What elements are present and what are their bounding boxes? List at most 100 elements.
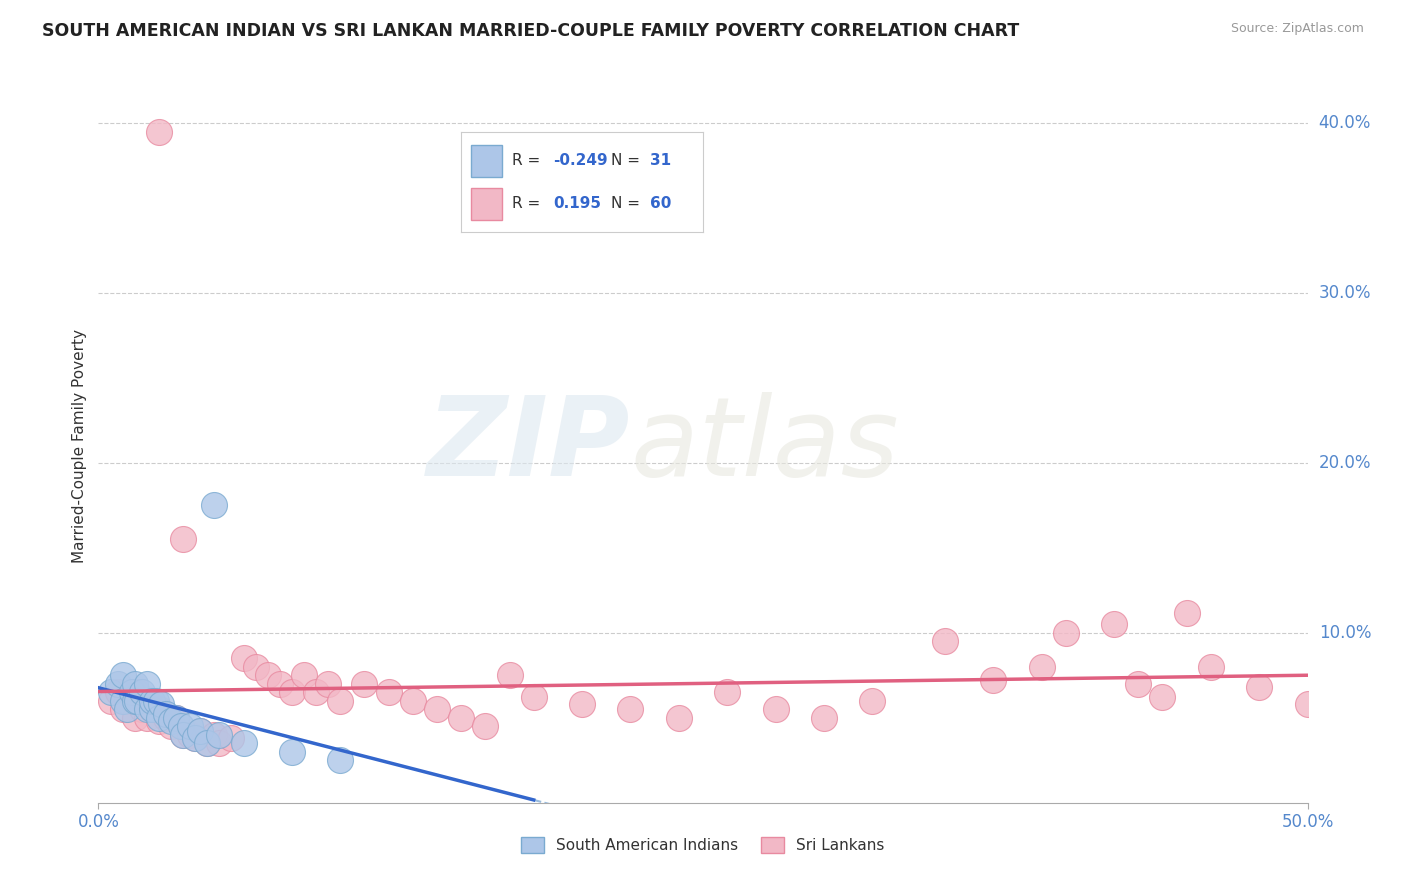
Text: R =: R = bbox=[512, 196, 546, 211]
Point bbox=[377, 685, 399, 699]
FancyBboxPatch shape bbox=[471, 188, 502, 220]
Point bbox=[1054, 626, 1077, 640]
Point bbox=[127, 694, 149, 708]
Point bbox=[934, 634, 956, 648]
Point bbox=[316, 677, 339, 691]
Point bbox=[148, 714, 170, 729]
Text: 60: 60 bbox=[650, 196, 671, 211]
Point bbox=[221, 731, 243, 746]
Point bbox=[148, 702, 170, 716]
Point bbox=[160, 719, 183, 733]
Point bbox=[135, 677, 157, 691]
Point bbox=[716, 685, 738, 699]
Point bbox=[131, 685, 153, 699]
Point bbox=[165, 711, 187, 725]
Point bbox=[179, 719, 201, 733]
Point bbox=[121, 685, 143, 699]
Point bbox=[111, 702, 134, 716]
Point bbox=[172, 728, 194, 742]
Point bbox=[148, 125, 170, 139]
Point bbox=[184, 731, 207, 746]
Point bbox=[450, 711, 472, 725]
Point bbox=[232, 736, 254, 750]
Point bbox=[141, 702, 163, 716]
Point bbox=[860, 694, 883, 708]
Point bbox=[232, 651, 254, 665]
Point bbox=[256, 668, 278, 682]
Point bbox=[1128, 677, 1150, 691]
Point bbox=[204, 728, 226, 742]
Point bbox=[135, 694, 157, 708]
Point bbox=[353, 677, 375, 691]
Point bbox=[474, 719, 496, 733]
Point bbox=[127, 685, 149, 699]
Point bbox=[619, 702, 641, 716]
Point bbox=[117, 694, 139, 708]
Text: 0.195: 0.195 bbox=[553, 196, 600, 211]
Point bbox=[131, 702, 153, 716]
Point bbox=[281, 685, 304, 699]
Point bbox=[141, 702, 163, 716]
Point bbox=[107, 685, 129, 699]
Point bbox=[292, 668, 315, 682]
Y-axis label: Married-Couple Family Poverty: Married-Couple Family Poverty bbox=[72, 329, 87, 563]
Point bbox=[245, 660, 267, 674]
Point bbox=[160, 714, 183, 729]
Point bbox=[208, 728, 231, 742]
Point bbox=[150, 698, 173, 712]
Point bbox=[155, 711, 177, 725]
Point bbox=[281, 745, 304, 759]
Point bbox=[305, 685, 328, 699]
Point bbox=[111, 668, 134, 682]
Point bbox=[155, 707, 177, 722]
Point bbox=[124, 711, 146, 725]
Point bbox=[124, 677, 146, 691]
Point bbox=[107, 677, 129, 691]
Point bbox=[402, 694, 425, 708]
Point bbox=[269, 677, 291, 691]
Point bbox=[117, 702, 139, 716]
Point bbox=[100, 694, 122, 708]
Point bbox=[1175, 606, 1198, 620]
Point bbox=[135, 711, 157, 725]
Point bbox=[765, 702, 787, 716]
Text: N =: N = bbox=[612, 153, 645, 169]
Point bbox=[184, 731, 207, 746]
Point bbox=[204, 499, 226, 513]
Point bbox=[1296, 698, 1319, 712]
Point bbox=[329, 753, 352, 767]
Point bbox=[329, 694, 352, 708]
Point bbox=[179, 728, 201, 742]
Text: -0.249: -0.249 bbox=[553, 153, 607, 169]
Point bbox=[813, 711, 835, 725]
Text: R =: R = bbox=[512, 153, 546, 169]
Text: 20.0%: 20.0% bbox=[1319, 454, 1371, 472]
Point bbox=[1031, 660, 1053, 674]
Point bbox=[571, 698, 593, 712]
Point bbox=[172, 728, 194, 742]
Point bbox=[195, 736, 218, 750]
Text: 30.0%: 30.0% bbox=[1319, 284, 1371, 302]
Point bbox=[165, 711, 187, 725]
Text: atlas: atlas bbox=[630, 392, 898, 500]
FancyBboxPatch shape bbox=[471, 145, 502, 177]
Text: 31: 31 bbox=[650, 153, 671, 169]
Point bbox=[208, 736, 231, 750]
Point bbox=[148, 711, 170, 725]
Text: ZIP: ZIP bbox=[427, 392, 630, 500]
Point bbox=[1102, 617, 1125, 632]
Text: 40.0%: 40.0% bbox=[1319, 114, 1371, 132]
Point bbox=[1152, 690, 1174, 705]
Point bbox=[111, 694, 134, 708]
Point bbox=[124, 694, 146, 708]
Point bbox=[1199, 660, 1222, 674]
Text: SOUTH AMERICAN INDIAN VS SRI LANKAN MARRIED-COUPLE FAMILY POVERTY CORRELATION CH: SOUTH AMERICAN INDIAN VS SRI LANKAN MARR… bbox=[42, 22, 1019, 40]
Text: 10.0%: 10.0% bbox=[1319, 624, 1371, 642]
Point bbox=[172, 533, 194, 547]
Point bbox=[498, 668, 520, 682]
Point bbox=[426, 702, 449, 716]
Point bbox=[188, 724, 211, 739]
Point bbox=[195, 736, 218, 750]
Point bbox=[668, 711, 690, 725]
Point bbox=[1249, 680, 1271, 694]
